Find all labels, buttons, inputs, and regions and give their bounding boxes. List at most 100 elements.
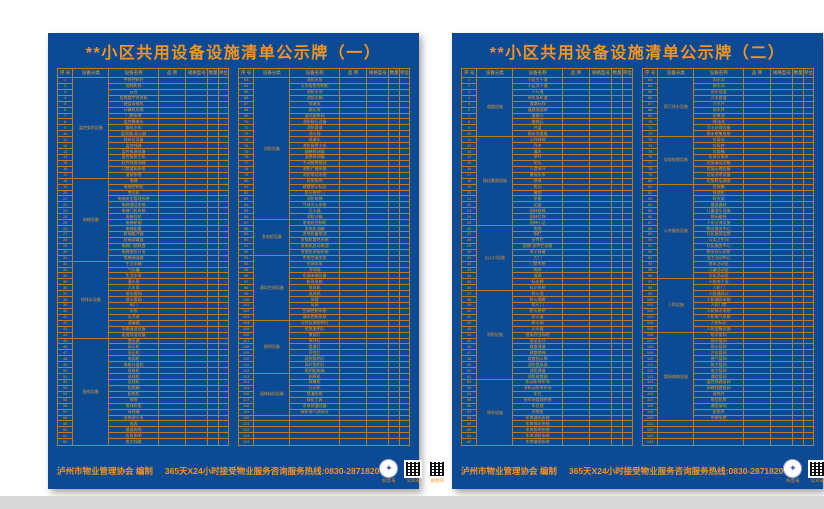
row-number-cell: 112	[641, 367, 659, 375]
empty-cell	[398, 390, 411, 398]
empty-cell	[742, 343, 772, 351]
empty-cell	[217, 94, 230, 102]
facility-table-right: 序 号设备分类 设备名称品 牌规格型号 数量 单位 63 雨污排水设施 雨水沟 64 排水沟 65…	[641, 68, 815, 446]
empty-cell	[621, 367, 634, 375]
empty-cell	[338, 82, 368, 90]
table-row: 31 电梯调速器	[56, 254, 230, 262]
emblem-item: ✦ 抖音号	[379, 458, 399, 484]
table-row: 1 监控安防设备 中央控制台	[56, 77, 230, 179]
empty-cell	[561, 313, 591, 321]
row-number-cell: 3	[56, 88, 74, 96]
empty-cell	[802, 82, 815, 90]
table-row: 55 停车场管理系统	[460, 396, 634, 404]
page-bottom-strip	[0, 496, 824, 509]
empty-cell	[217, 343, 230, 351]
header-row: 序 号设备分类 设备名称品 牌规格型号 数量 单位	[641, 68, 815, 78]
empty-cell	[338, 260, 368, 268]
empty-cell	[802, 112, 815, 120]
row-number-cell: 100	[237, 296, 255, 304]
empty-cell	[157, 367, 187, 375]
table-row: 106 管网线路设施 给水管网	[641, 331, 815, 422]
row-number-cell: 64	[641, 82, 659, 90]
category-cell	[657, 438, 695, 446]
empty-cell	[802, 414, 815, 422]
row-number-cell: 104	[237, 319, 255, 327]
table-row: 34 生活水泵	[56, 272, 230, 280]
table-row: 16 门禁道闸系统	[56, 165, 230, 173]
empty-cell	[217, 118, 230, 126]
row-number-cell: 118	[237, 402, 255, 410]
row-number-cell: 114	[641, 379, 659, 386]
empty-cell	[157, 106, 187, 114]
table-row: 38 防火隔断	[460, 296, 634, 304]
empty-cell	[398, 254, 411, 262]
empty-cell	[561, 349, 591, 357]
table-row: 92 发电机排烟系统	[237, 248, 411, 256]
item-name-cell: 电力线路	[108, 438, 159, 446]
empty-cell	[742, 414, 772, 422]
empty-cell	[157, 118, 187, 126]
category-cell: 道路设施	[476, 76, 514, 138]
empty-cell	[157, 278, 187, 286]
row-number-cell: 55	[460, 396, 478, 404]
empty-cell	[561, 325, 591, 333]
table-row: 49 消防登高面	[460, 361, 634, 369]
empty-cell	[742, 284, 772, 292]
empty-cell	[217, 106, 230, 114]
table-row: 5 硬盘录像机	[56, 100, 230, 108]
equipment-table-right: 序 号设备分类 设备名称品 牌规格型号 数量 单位 63 消防设备 消防水泵 64 火灾报警控制…	[237, 68, 411, 446]
empty-cell	[157, 432, 187, 440]
empty-cell	[621, 337, 634, 345]
empty-cell	[561, 408, 591, 416]
empty-cell	[398, 118, 411, 126]
tables-container: 序 号设备分类 设备名称品 牌规格型号 数量 单位 1 监控安防设备 中央控制台 2 视频矩阵 3…	[48, 68, 419, 447]
table-row: 54 车位	[460, 390, 634, 398]
column-header: 设备名称	[108, 68, 159, 78]
empty-cell	[621, 390, 634, 398]
empty-cell	[157, 88, 187, 96]
empty-cell	[561, 319, 591, 327]
row-number-cell: 122	[237, 426, 255, 434]
empty-cell	[217, 313, 230, 321]
row-number-cell: 96	[641, 272, 659, 280]
row-number-cell: 56	[56, 402, 74, 410]
empty-cell	[802, 88, 815, 96]
table-row: 35 潜水泵	[56, 278, 230, 286]
empty-cell	[338, 384, 368, 392]
column-header: 单位	[217, 68, 230, 78]
table-row: 6 道路减速带	[460, 106, 634, 114]
column-header: 数量	[207, 68, 219, 78]
empty-cell	[802, 118, 815, 126]
table-row: 97 人防设施 人防地下室	[641, 278, 815, 333]
empty-cell	[621, 82, 634, 90]
row-number-cell: 119	[641, 408, 659, 416]
empty-cell	[802, 302, 815, 309]
column-header: 序 号	[56, 68, 74, 78]
row-number-cell: 37	[56, 290, 74, 298]
category-cell: 消防设施	[476, 290, 514, 381]
empty-cell	[157, 100, 187, 108]
table-row: 41 防火窗	[460, 313, 634, 321]
empty-cell	[561, 112, 591, 120]
empty-cell	[217, 290, 230, 298]
empty-cell	[398, 373, 411, 381]
empty-cell	[217, 77, 230, 84]
empty-cell	[398, 396, 411, 404]
table-row: 122	[237, 426, 411, 434]
empty-cell	[561, 88, 591, 96]
empty-cell	[157, 94, 187, 102]
empty-cell	[561, 396, 591, 404]
empty-cell	[802, 373, 815, 381]
empty-cell	[338, 284, 368, 292]
table-row: 104 人防标识	[641, 319, 815, 327]
table-row: 106 景观灯	[237, 331, 411, 339]
category-cell	[253, 420, 291, 428]
empty-cell	[621, 426, 634, 434]
empty-cell	[802, 355, 815, 363]
empty-cell	[561, 367, 591, 375]
row-number-cell: 96	[237, 272, 255, 280]
empty-cell	[561, 432, 591, 440]
row-number-cell: 53	[460, 384, 478, 392]
row-number-cell: 33	[56, 266, 74, 274]
row-number-cell: 120	[641, 414, 659, 422]
